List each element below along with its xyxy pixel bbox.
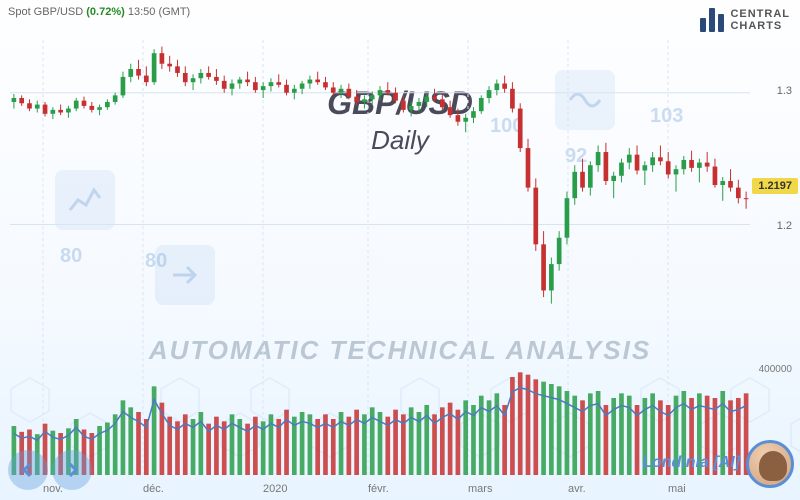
y-tick: 1.2	[777, 220, 792, 232]
x-tick: déc.	[143, 483, 164, 495]
y-axis: 1.3 1.2	[750, 35, 800, 365]
londinia-label: Londinia [AI]	[642, 454, 740, 472]
current-price-tag: 1.2197	[752, 178, 798, 194]
nav-controls	[8, 450, 92, 490]
x-tick: 2020	[263, 483, 287, 495]
chart-container: Spot GBP/USD (0.72%) 13:50 (GMT) CENTRAL…	[0, 0, 800, 500]
x-tick: mars	[468, 483, 492, 495]
nav-back-button[interactable]	[8, 450, 48, 490]
nav-forward-button[interactable]	[52, 450, 92, 490]
vol-tick: 400000	[759, 364, 792, 375]
y-tick: 1.3	[777, 85, 792, 97]
avatar-icon[interactable]	[746, 440, 794, 488]
x-tick: mai	[668, 483, 686, 495]
x-tick: avr.	[568, 483, 586, 495]
price-chart[interactable]	[0, 0, 800, 500]
x-tick: févr.	[368, 483, 389, 495]
